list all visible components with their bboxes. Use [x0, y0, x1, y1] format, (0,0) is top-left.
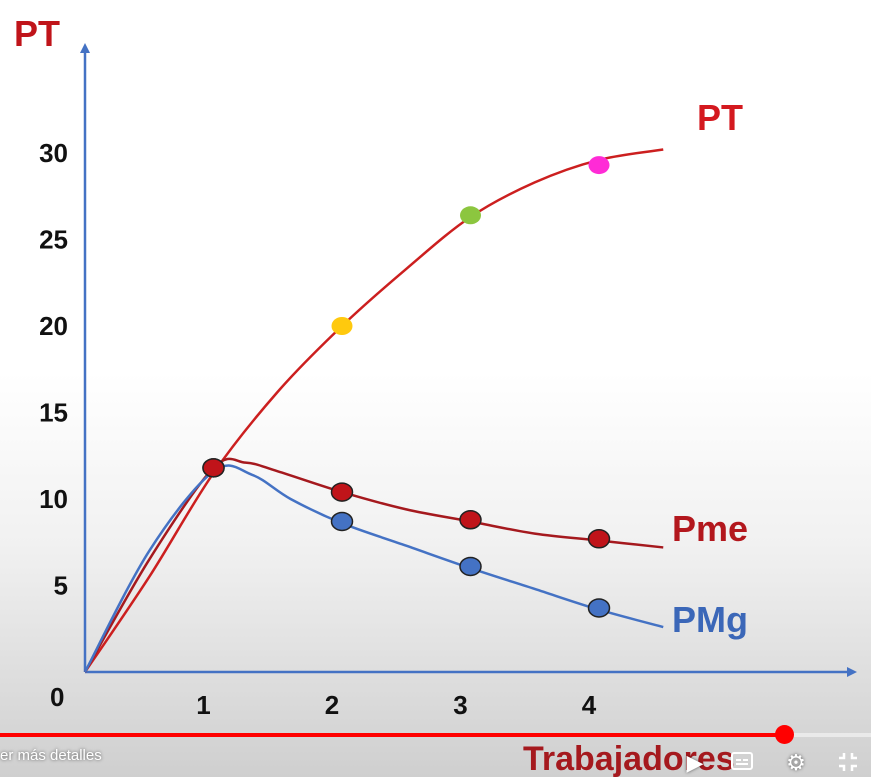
axes	[80, 43, 857, 677]
series-line-pt	[83, 148, 664, 673]
marker-pt	[588, 156, 610, 175]
y-tick-label: 30	[39, 138, 68, 168]
series-label-pt: PT	[697, 97, 743, 138]
progress-bar[interactable]	[0, 725, 871, 744]
marker-pme	[330, 482, 354, 502]
y-tick-label: 10	[39, 484, 68, 514]
series-lines	[83, 148, 664, 673]
marker-pme	[459, 510, 482, 530]
y-tick-label: 25	[39, 225, 68, 255]
marker-pt	[460, 206, 481, 225]
series-line-pmg	[83, 464, 664, 673]
marker-pme	[587, 529, 611, 549]
x-tick-label: 2	[325, 690, 339, 720]
progress-fill	[0, 733, 784, 737]
progress-handle[interactable]	[774, 725, 794, 744]
settings-icon[interactable]: ⚙	[786, 750, 806, 775]
series-markers	[202, 156, 611, 618]
marker-pt	[202, 458, 225, 478]
marker-pmg	[587, 598, 611, 618]
y-axis-title: PT	[14, 13, 60, 54]
y-tick-label: 15	[39, 398, 68, 428]
details-text[interactable]: er más detalles	[0, 747, 102, 764]
series-labels: PT Pme PMg	[672, 97, 748, 640]
video-player-controls: er más detalles ▶ ⚙	[0, 725, 871, 777]
y-tick-labels: 5 10 15 20 25 30	[39, 138, 68, 601]
marker-pmg	[459, 556, 482, 577]
marker-pt	[331, 317, 353, 335]
exit-fullscreen-icon[interactable]	[836, 751, 860, 775]
subtitles-icon[interactable]	[730, 751, 754, 775]
x-axis-title: Trabajadores	[523, 740, 735, 777]
x-tick-labels: 1 2 3 4	[196, 690, 597, 720]
marker-pmg	[330, 511, 354, 532]
origin-label: 0	[50, 682, 64, 712]
x-tick-label: 1	[196, 690, 210, 720]
play-icon[interactable]: ▶	[686, 750, 704, 775]
series-label-pme: Pme	[672, 508, 748, 549]
x-tick-label: 3	[453, 690, 467, 720]
y-tick-label: 20	[39, 311, 68, 341]
x-tick-label: 4	[582, 690, 597, 720]
series-label-pmg: PMg	[672, 599, 748, 640]
y-tick-label: 5	[54, 571, 68, 601]
series-line-pme	[83, 457, 664, 673]
